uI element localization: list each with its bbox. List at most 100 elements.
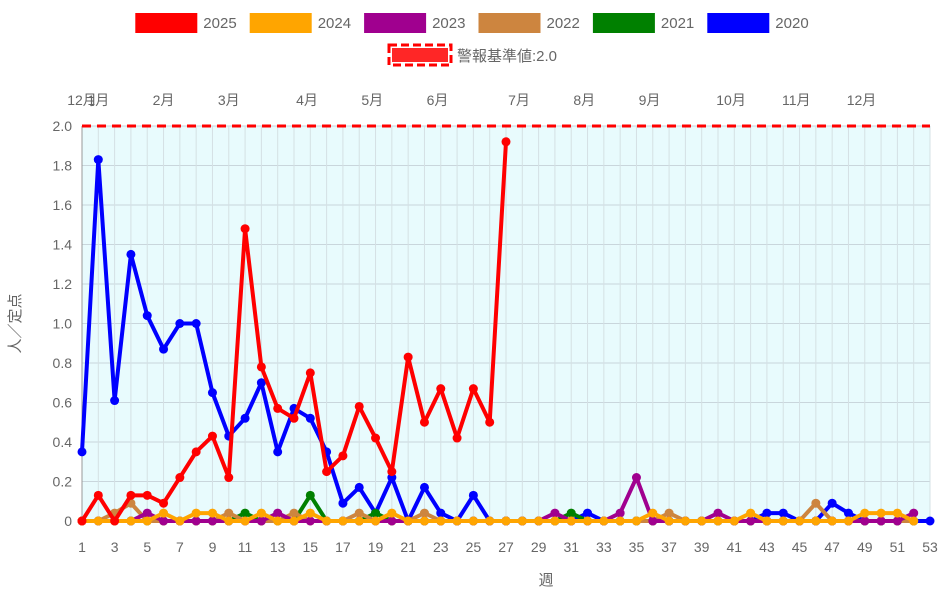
data-point-2025	[387, 467, 397, 477]
data-point-2024	[729, 516, 739, 526]
data-point-2025	[354, 401, 364, 411]
data-point-2025	[77, 516, 87, 526]
data-point-2024	[860, 508, 870, 518]
month-label: 7月	[508, 92, 530, 108]
data-point-2024	[827, 516, 837, 526]
series-2024	[77, 508, 919, 526]
data-point-2025	[452, 433, 462, 443]
month-label: 11月	[782, 92, 811, 108]
data-point-2025	[371, 433, 381, 443]
x-tick-label: 41	[727, 539, 743, 555]
x-tick-label: 5	[143, 539, 151, 555]
data-point-2024	[631, 516, 641, 526]
data-point-2023	[909, 508, 919, 518]
month-label: 6月	[427, 92, 449, 108]
data-point-2024	[697, 516, 707, 526]
legend-swatch-2025	[135, 13, 198, 33]
data-point-2024	[485, 516, 495, 526]
data-point-2024	[795, 516, 805, 526]
legend-item-2023: 2023	[364, 13, 465, 33]
data-point-2025	[419, 417, 429, 427]
y-tick-label: 1.4	[53, 237, 73, 253]
y-tick-label: 2.0	[53, 118, 73, 134]
data-point-2024	[599, 516, 609, 526]
data-point-2024	[338, 516, 348, 526]
data-point-2020	[110, 396, 120, 406]
data-point-2024	[648, 508, 658, 518]
legend-label-2020: 2020	[775, 15, 808, 32]
y-axis-ticks: 0 0.2 0.4 0.6 0.8 1.0 1.2 1.4 1.6 1.8 2.0	[53, 118, 73, 529]
data-point-2023	[207, 516, 217, 526]
x-tick-label: 19	[368, 539, 384, 555]
data-point-2023	[191, 516, 201, 526]
x-tick-label: 45	[792, 539, 808, 555]
data-point-2025	[289, 413, 299, 423]
data-point-2020	[142, 311, 152, 321]
x-tick-label: 33	[596, 539, 612, 555]
month-label: 9月	[639, 92, 661, 108]
data-point-2024	[207, 508, 217, 518]
data-point-2024	[517, 516, 527, 526]
data-point-2020	[159, 344, 169, 354]
data-point-2024	[289, 516, 299, 526]
data-point-2024	[387, 508, 397, 518]
x-tick-label: 11	[238, 539, 253, 555]
data-point-2025	[159, 498, 169, 508]
month-label: 3月	[218, 92, 240, 108]
y-tick-label: 0	[64, 513, 72, 529]
x-tick-label: 15	[303, 539, 319, 555]
legend-item-2020: 2020	[707, 13, 809, 33]
legend-item-threshold: 警報基準値:2.0	[387, 43, 557, 67]
data-point-2020	[827, 498, 837, 508]
data-point-2025	[207, 431, 217, 441]
data-point-2024	[501, 516, 511, 526]
data-point-2025	[485, 417, 495, 427]
x-tick-label: 27	[498, 539, 514, 555]
data-point-2023	[550, 508, 560, 518]
data-point-2024	[240, 516, 250, 526]
data-point-2020	[126, 249, 136, 259]
x-tick-label: 25	[466, 539, 482, 555]
data-point-2024	[452, 516, 462, 526]
x-tick-label: 13	[270, 539, 286, 555]
legend-swatch-threshold-fill	[392, 48, 448, 62]
legend-label-2022: 2022	[547, 15, 580, 32]
x-tick-label: 31	[563, 539, 579, 555]
y-tick-label: 0.4	[53, 434, 73, 450]
x-tick-label: 49	[857, 539, 873, 555]
data-point-2024	[224, 516, 234, 526]
legend-swatch-2024	[249, 13, 312, 33]
x-tick-label: 43	[759, 539, 775, 555]
y-tick-label: 1.6	[53, 197, 73, 213]
data-point-2025	[403, 352, 413, 362]
data-point-2024	[664, 516, 674, 526]
y-tick-label: 0.8	[53, 355, 73, 371]
data-point-2024	[93, 516, 103, 526]
data-point-2024	[142, 516, 152, 526]
x-axis-ticks: 1 3 5 7 9 11 13 15 17 19 21 23 25 27 29 31 33 35 37 39 41 43 4…	[78, 539, 938, 555]
data-point-2024	[713, 516, 723, 526]
x-tick-label: 17	[335, 539, 351, 555]
legend-label-2024: 2024	[318, 15, 351, 32]
legend-label-2025: 2025	[203, 15, 236, 32]
month-label: 5月	[361, 92, 383, 108]
data-point-2020	[354, 482, 364, 492]
data-point-2023	[615, 508, 625, 518]
legend-label-2023: 2023	[432, 15, 465, 32]
x-tick-label: 47	[824, 539, 840, 555]
data-point-2025	[110, 516, 120, 526]
data-point-2020	[843, 508, 853, 518]
data-point-2023	[876, 516, 886, 526]
data-point-2024	[419, 516, 429, 526]
data-point-2021	[240, 508, 250, 518]
data-point-2020	[77, 447, 87, 457]
data-point-2023	[746, 516, 756, 526]
data-point-2024	[159, 508, 169, 518]
data-point-2024	[403, 516, 413, 526]
data-point-2020	[93, 155, 103, 165]
data-point-2024	[778, 516, 788, 526]
data-point-2020	[762, 508, 772, 518]
data-point-2022	[419, 508, 429, 518]
data-point-2022	[289, 508, 299, 518]
data-point-2020	[778, 508, 788, 518]
